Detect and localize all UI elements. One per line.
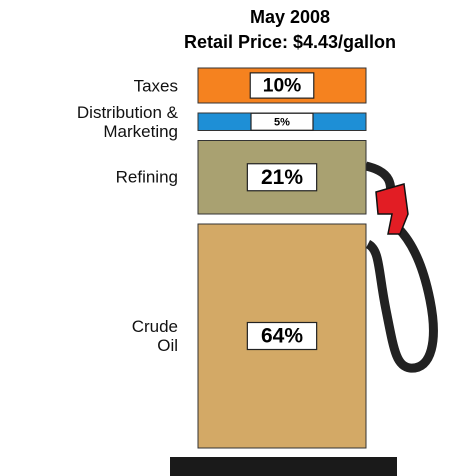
chart-title: May 2008 xyxy=(250,7,330,27)
value-label-box xyxy=(246,321,318,351)
category-label: Refining xyxy=(115,167,178,187)
value-label-box xyxy=(246,163,318,192)
value-label: 64% xyxy=(261,325,303,348)
value-label: 10% xyxy=(263,76,302,97)
category-label: Distribution & Marketing xyxy=(76,102,178,141)
hose xyxy=(365,224,438,373)
category-label: Crude Oil xyxy=(131,317,178,355)
value-label-box xyxy=(249,72,315,99)
pump-base xyxy=(170,457,397,476)
value-label: 21% xyxy=(261,166,303,189)
value-label-box xyxy=(250,112,314,131)
category-label: Taxes xyxy=(133,76,178,95)
chart-subtitle: Retail Price: $4.43/gallon xyxy=(184,32,396,52)
nozzle xyxy=(375,183,409,235)
value-label: 5% xyxy=(274,117,290,129)
